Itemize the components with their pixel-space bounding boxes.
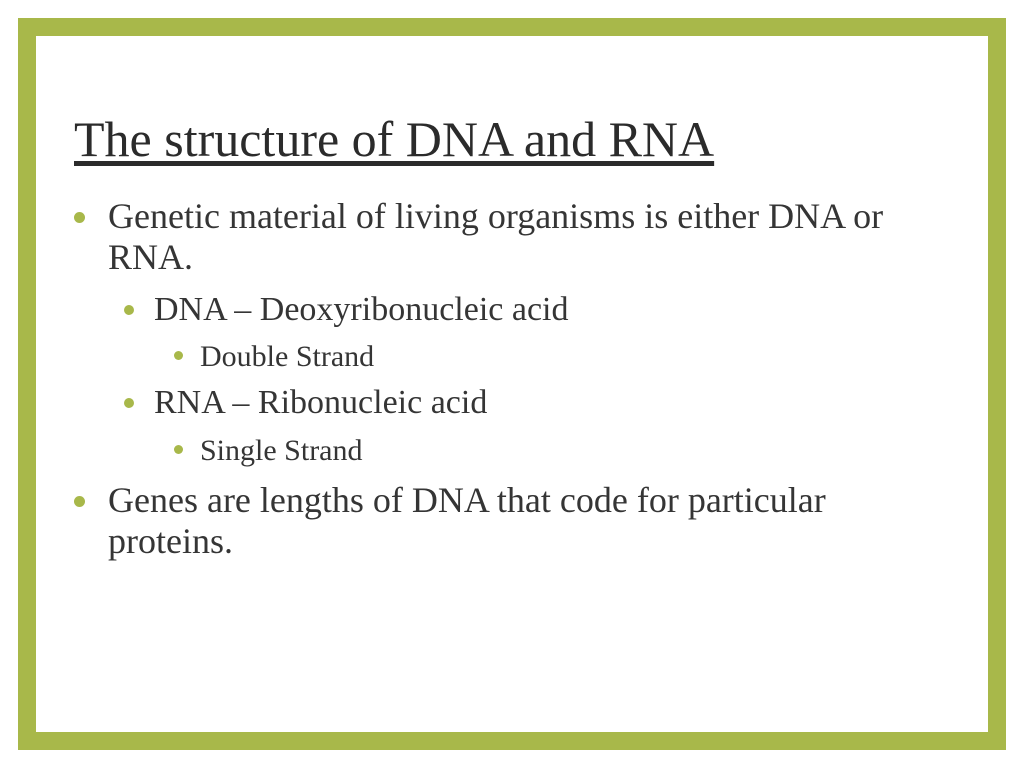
list-item-text: Genetic material of living organisms is … <box>108 196 883 277</box>
bullet-icon <box>74 496 85 507</box>
bullet-icon <box>74 212 85 223</box>
slide-content: The structure of DNA and RNA Genetic mat… <box>74 110 950 573</box>
list-item: DNA – Deoxyribonucleic acid Double Stran… <box>124 289 950 377</box>
slide-title: The structure of DNA and RNA <box>74 110 950 168</box>
bullet-list-lvl1: Genetic material of living organisms is … <box>74 196 950 563</box>
list-item: Genetic material of living organisms is … <box>74 196 950 470</box>
bullet-icon <box>174 445 183 454</box>
list-item-text: RNA – Ribonucleic acid <box>154 384 487 421</box>
list-item-text: Double Strand <box>200 340 374 373</box>
list-item: Single Strand <box>174 431 950 470</box>
list-item-text: Single Strand <box>200 434 363 467</box>
bullet-list-lvl3: Double Strand <box>174 337 950 376</box>
bullet-list-lvl3: Single Strand <box>174 431 950 470</box>
list-item-text: DNA – Deoxyribonucleic acid <box>154 291 569 328</box>
bullet-icon <box>124 305 134 315</box>
bullet-icon <box>124 398 134 408</box>
list-item: Genes are lengths of DNA that code for p… <box>74 480 950 563</box>
bullet-icon <box>174 351 183 360</box>
list-item-text: Genes are lengths of DNA that code for p… <box>108 480 826 561</box>
slide-outer: The structure of DNA and RNA Genetic mat… <box>0 0 1024 768</box>
list-item: Double Strand <box>174 337 950 376</box>
list-item: RNA – Ribonucleic acid Single Strand <box>124 382 950 470</box>
bullet-list-lvl2: DNA – Deoxyribonucleic acid Double Stran… <box>124 289 950 470</box>
slide-frame: The structure of DNA and RNA Genetic mat… <box>18 18 1006 750</box>
